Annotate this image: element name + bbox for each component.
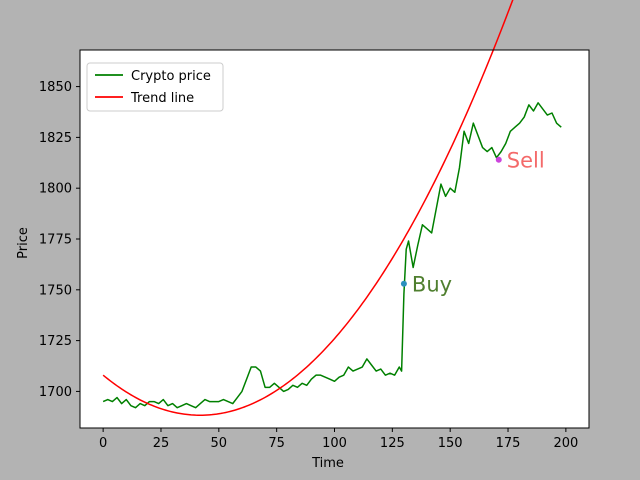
series-line-crypto-price: [102, 102, 562, 409]
legend-label-crypto-price: Crypto price: [131, 69, 211, 84]
y-tick-label: 1775: [39, 233, 72, 248]
x-tick-label: 100: [322, 436, 347, 451]
y-tick-label: 1750: [39, 283, 72, 298]
x-axis-label: Time: [311, 456, 344, 471]
series-line-trend-line: [102, 0, 514, 416]
x-tick-label: 75: [268, 436, 285, 451]
annotation-layer: Buy Sell: [400, 149, 545, 297]
annotation-label-buy: Buy: [412, 273, 452, 297]
y-tick-label: 1800: [39, 182, 72, 197]
plot-area: [80, 50, 589, 428]
x-tick-label: 150: [438, 436, 463, 451]
y-tick-label: 1825: [39, 131, 72, 146]
y-tick-label: 1850: [39, 80, 72, 95]
annotation-marker-buy: [400, 280, 407, 287]
y-tick-label: 1725: [39, 334, 72, 349]
x-tick-label: 175: [496, 436, 521, 451]
x-axis-ticks: 0 25 50 75 100 125 150 175 200: [99, 428, 578, 451]
x-tick-label: 0: [99, 436, 107, 451]
y-tick-label: 1700: [39, 385, 72, 400]
legend: Crypto price Trend line: [86, 62, 224, 112]
series-layer: [102, 0, 562, 416]
annotation-label-sell: Sell: [507, 149, 545, 173]
x-tick-label: 125: [380, 436, 405, 451]
x-tick-label: 200: [553, 436, 578, 451]
y-axis-ticks: 1700 1725 1750 1775 1800 1825 1850: [39, 80, 80, 400]
annotation-marker-sell: [495, 156, 502, 163]
legend-label-trend-line: Trend line: [130, 91, 194, 106]
x-tick-label: 25: [153, 436, 170, 451]
y-axis-label: Price: [16, 227, 31, 259]
x-tick-label: 50: [211, 436, 228, 451]
